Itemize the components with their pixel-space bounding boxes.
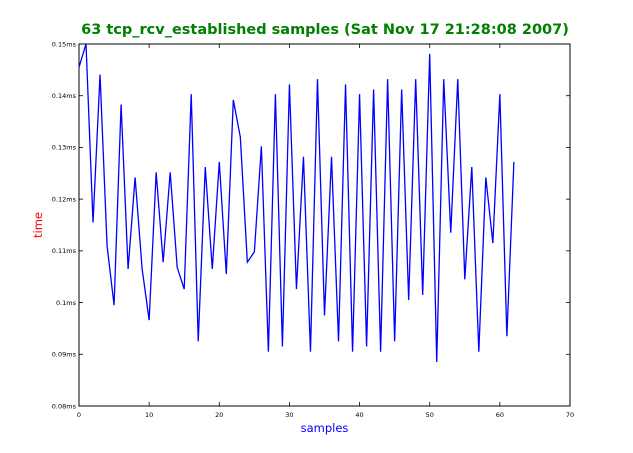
x-tick-label: 40: [355, 411, 363, 419]
x-tick-label: 70: [566, 411, 574, 419]
y-tick-label: 0.1ms: [56, 299, 77, 307]
y-tick-label: 0.11ms: [52, 247, 77, 255]
y-axis-label: time: [31, 212, 45, 238]
y-tick-label: 0.15ms: [52, 40, 77, 48]
y-tick-label: 0.12ms: [52, 195, 77, 203]
y-tick-label: 0.14ms: [52, 92, 77, 100]
x-tick-label: 0: [77, 411, 81, 419]
x-tick-label: 20: [215, 411, 223, 419]
x-tick-label: 50: [426, 411, 434, 419]
y-tick-label: 0.13ms: [52, 144, 77, 152]
chart-title: 63 tcp_rcv_established samples (Sat Nov …: [81, 22, 569, 38]
series-line-0: [78, 43, 515, 363]
x-tick-label: 30: [285, 411, 293, 419]
plot-frame: [78, 43, 571, 407]
x-tick-label: 10: [145, 411, 153, 419]
x-tick-label: 60: [496, 411, 504, 419]
axis-ticks: 0 10 20 30 40 50 60 70 0.08ms 0.09ms 0.1ms 0.11ms 0.…: [52, 40, 574, 419]
plot-area: [78, 43, 571, 407]
y-tick-label: 0.09ms: [52, 351, 77, 359]
series-layer: [78, 43, 515, 363]
x-axis-label: samples: [301, 421, 349, 435]
y-tick-label: 0.08ms: [52, 402, 77, 410]
